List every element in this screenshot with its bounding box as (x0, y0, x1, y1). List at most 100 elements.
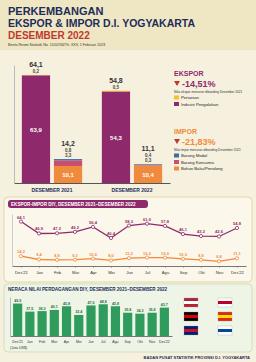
change-arrow (174, 139, 180, 144)
header-text: Berita Resmi Statistik No. 15/02/34/Th. … (8, 43, 105, 47)
tick: Jul (101, 336, 106, 344)
tick-label: Des'22 (159, 340, 170, 344)
marker (145, 222, 148, 225)
tick-mark (129, 266, 130, 268)
axis-line (14, 66, 15, 184)
tick: Jun (88, 336, 94, 344)
tick-label: Mar (51, 340, 58, 344)
axis-line (12, 215, 13, 267)
data-label: 8,9 (198, 253, 204, 258)
tick-label: Jun (88, 340, 94, 344)
tick: Sep (180, 266, 188, 275)
bar (111, 306, 120, 336)
flag-icon (218, 315, 232, 318)
axis-title: (Juta US$) (10, 346, 27, 350)
change-label: -21,83% (182, 137, 216, 147)
marker (73, 258, 76, 261)
data-label: 14,2 (17, 249, 26, 254)
marker (19, 255, 22, 258)
data-label: 64,1 (17, 215, 26, 220)
bar (148, 313, 157, 336)
data-label: 47,2 (53, 226, 62, 231)
flag-icon (184, 312, 198, 321)
legend-swatch (174, 102, 179, 106)
bar-segment (22, 75, 50, 183)
total-label: 11,1 (141, 145, 154, 153)
tick: Des'22 (231, 266, 245, 275)
bar-segment (102, 91, 130, 183)
tick-label: Mar (72, 270, 80, 275)
tick-mark (93, 266, 94, 268)
data-label: 42,6 (215, 229, 224, 234)
tick: Apr (64, 336, 70, 344)
marker (127, 224, 130, 227)
tick: Des'21 (15, 266, 29, 275)
tick-label: Jan (27, 340, 33, 344)
labels-c: 49,937,538,340,145,832,447,048,845,835,8… (14, 299, 168, 314)
tick: DESEMBER 2021 (32, 183, 73, 193)
marker (199, 258, 202, 261)
tick: Feb (54, 266, 62, 275)
data-label: 37,5 (26, 307, 33, 311)
bar-segment (54, 159, 82, 160)
tick-mark (39, 266, 40, 268)
tick: Mei (108, 266, 115, 275)
legend-label: Barang Modal (181, 153, 207, 158)
tick-label: Jul (145, 270, 150, 275)
data-label: 0,4 (145, 153, 152, 158)
note: Nilai ekspor menurun dibanding Desember … (174, 90, 243, 94)
marker (235, 226, 238, 229)
tick-mark (219, 266, 220, 268)
lines-b (19, 220, 238, 263)
bar (74, 315, 83, 336)
tick: Okt (198, 266, 205, 275)
bar (123, 313, 132, 336)
marker (91, 257, 94, 260)
data-label: 10,6 (89, 252, 98, 257)
tick: Feb (39, 336, 45, 344)
bars-a (22, 75, 162, 183)
marker (91, 225, 94, 228)
legend-swatch (174, 154, 179, 158)
flag-icon (184, 326, 198, 335)
data-label: 58,3 (125, 219, 134, 224)
line (21, 222, 237, 238)
marker (163, 224, 166, 227)
tick-mark (183, 266, 184, 268)
marker (127, 257, 130, 260)
data-label: 48,8 (100, 300, 107, 304)
x-axis: DESEMBER 2021 DESEMBER 2022 (15, 183, 171, 193)
panel (4, 284, 252, 352)
data-label: 49,2 (71, 225, 80, 230)
flag-icon (184, 315, 198, 318)
axis-line (10, 298, 11, 337)
tick-label: Sep (125, 340, 131, 344)
tick-mark (111, 266, 112, 268)
flag-icon (184, 329, 198, 332)
axis-line (15, 183, 171, 184)
tick-label: Feb (54, 270, 62, 275)
bar-segment (134, 165, 162, 183)
data-label: 10,4 (142, 172, 154, 178)
data-label: 46,9 (35, 226, 44, 231)
marker (145, 256, 148, 259)
chart-title: NERACA NILAI PERDAGANGAN DIY, DESEMBER 2… (8, 287, 168, 292)
tick: Mei (76, 336, 82, 344)
change-arrow (174, 81, 180, 86)
legend-label: Industri Pengolahan (181, 102, 219, 107)
data-label: 6,8 (216, 254, 222, 259)
data-label: 12,0 (161, 251, 170, 256)
marker (109, 236, 112, 239)
marker (19, 220, 22, 223)
data-label: 35,8 (149, 308, 156, 312)
y-axis (14, 66, 15, 184)
footer: BADAN PUSAT STATISTIK PROVINSI D.I. YOGY… (144, 355, 250, 360)
data-label: 38,3 (39, 307, 46, 311)
data-label: 8,0 (108, 253, 114, 258)
y-axis (12, 215, 13, 267)
legend-swatch (174, 160, 179, 164)
tick: Nov (216, 266, 224, 275)
tick-label: DESEMBER 2022 (112, 187, 153, 193)
tick-label: Jun (126, 270, 133, 275)
legend-swatch (174, 96, 179, 100)
